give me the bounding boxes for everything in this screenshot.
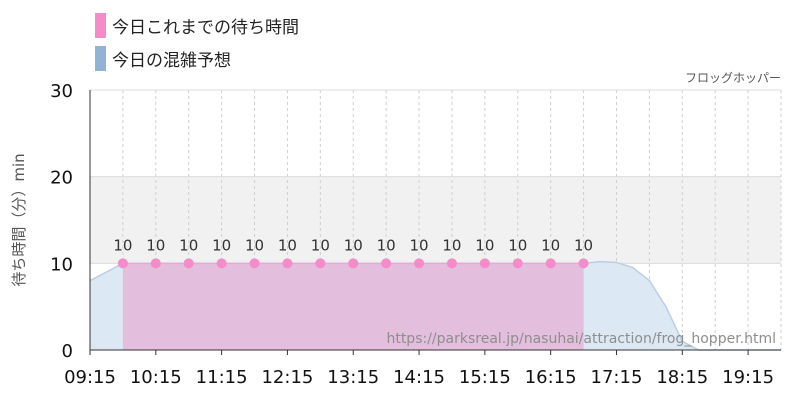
x-tick-label: 09:15: [64, 367, 116, 388]
data-label: 10: [344, 236, 363, 254]
data-point: [183, 258, 194, 269]
legend-label-today-wait: 今日これまでの待ち時間: [112, 18, 299, 38]
x-tick-label: 18:15: [656, 367, 708, 388]
data-point: [479, 258, 490, 269]
data-label: 10: [442, 236, 461, 254]
data-label: 10: [146, 236, 165, 254]
legend-swatch-today-wait: [95, 13, 106, 38]
data-label: 10: [410, 236, 429, 254]
data-label: 10: [113, 236, 132, 254]
legend-item-forecast: 今日の混雑予想: [95, 46, 231, 71]
data-label: 10: [508, 236, 527, 254]
data-point: [150, 258, 161, 269]
data-point: [446, 258, 457, 269]
reference-band: [90, 176, 781, 264]
attraction-name: フロッグホッパー: [685, 71, 781, 85]
data-label: 10: [377, 236, 396, 254]
legend-label-forecast: 今日の混雑予想: [112, 51, 231, 71]
y-axis-title: 待ち時間（分）min: [10, 153, 28, 286]
x-tick-label: 14:15: [393, 367, 445, 388]
y-tick-label: 20: [50, 168, 73, 189]
data-point: [282, 258, 293, 269]
data-point: [512, 258, 523, 269]
data-label: 10: [574, 236, 593, 254]
y-tick-label: 30: [50, 81, 73, 102]
x-tick-label: 13:15: [327, 367, 379, 388]
x-tick-label: 16:15: [525, 367, 577, 388]
data-point: [545, 258, 556, 269]
data-label: 10: [212, 236, 231, 254]
x-tick-label: 12:15: [261, 367, 313, 388]
data-point: [578, 258, 589, 269]
actual-wait-area: [122, 263, 584, 350]
data-point: [315, 258, 326, 269]
y-tick-label: 10: [50, 254, 73, 275]
x-tick-label: 10:15: [130, 367, 182, 388]
x-tick-label: 17:15: [591, 367, 643, 388]
data-point: [414, 258, 425, 269]
data-label: 10: [541, 236, 560, 254]
legend-item-today-wait: 今日これまでの待ち時間: [95, 13, 299, 38]
data-label: 10: [179, 236, 198, 254]
data-point: [216, 258, 227, 269]
x-tick-label: 15:15: [459, 367, 511, 388]
x-tick-label: 11:15: [196, 367, 248, 388]
data-point: [249, 258, 260, 269]
data-label: 10: [278, 236, 297, 254]
data-point: [117, 258, 128, 269]
data-label: 10: [311, 236, 330, 254]
x-tick-label: 19:15: [722, 367, 774, 388]
data-label: 10: [245, 236, 264, 254]
data-point: [381, 258, 392, 269]
watermark-url: https://parksreal.jp/nasuhai/attraction/…: [386, 331, 776, 347]
legend-swatch-forecast: [95, 46, 106, 71]
data-point: [348, 258, 359, 269]
y-tick-label: 0: [62, 341, 73, 362]
data-label: 10: [475, 236, 494, 254]
